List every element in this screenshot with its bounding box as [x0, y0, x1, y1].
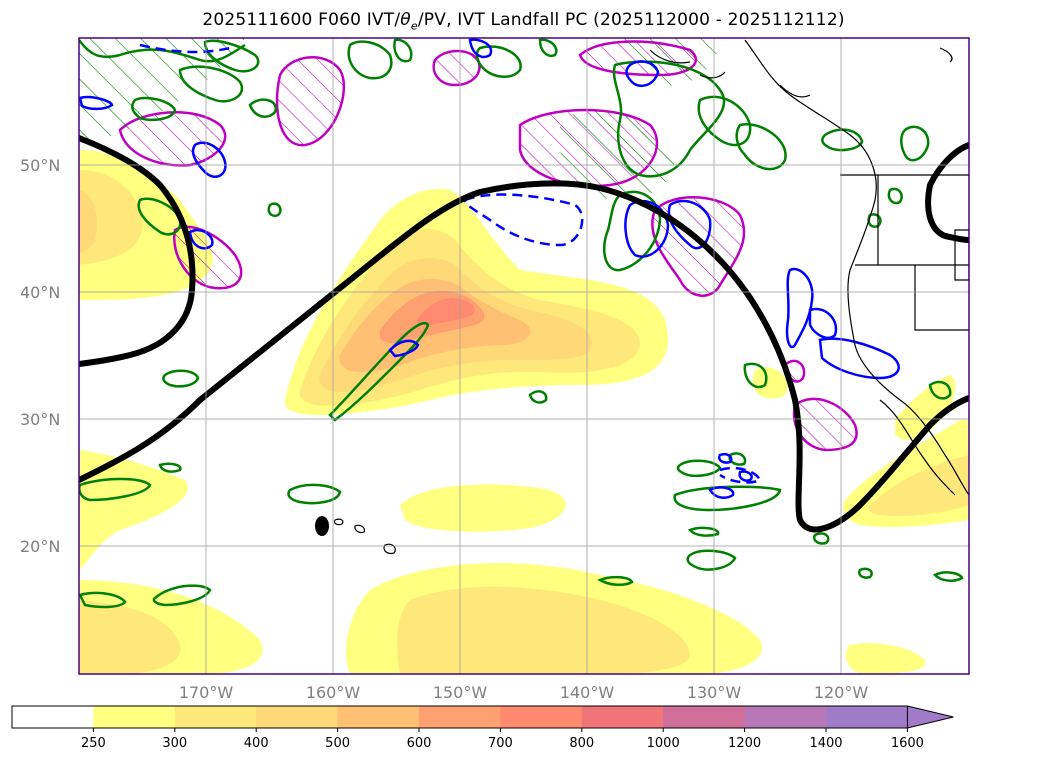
graticule [79, 38, 969, 674]
pv-hatch-northwest [79, 38, 245, 145]
colorbar-tick-label: 1200 [728, 736, 761, 751]
lon-label-120w: 120°W [814, 683, 869, 702]
colorbar-tick-label: 300 [162, 736, 187, 751]
lon-label-150w: 150°W [433, 683, 488, 702]
colorbar-segment [744, 706, 827, 728]
pv-blue-contours [79, 38, 900, 499]
lon-label-140w: 140°W [560, 683, 615, 702]
map-frame [78, 37, 970, 675]
colorbar-segment [500, 706, 583, 728]
hawaii-big-island [315, 516, 329, 536]
ivt-250-coast [895, 375, 956, 440]
map-title: 2025111600 F060 IVT/θe/PV, IVT Landfall … [202, 10, 845, 33]
lat-labels: 50°N 40°N 30°N 20°N [20, 156, 60, 556]
colorbar-segment [12, 706, 94, 728]
colorbar-segment [256, 706, 339, 728]
pv-blue-dashed [139, 43, 762, 484]
colorbar-segment [174, 706, 257, 728]
colorbar-tick-label: 800 [569, 736, 594, 751]
ivt-250-small-a [752, 367, 788, 399]
colorbar-segment [663, 706, 746, 728]
lat-label-40: 40°N [20, 283, 60, 302]
ivt-400-west [79, 190, 97, 252]
ivt-300-baja [868, 455, 969, 517]
ivt-250-se [845, 643, 926, 674]
colorbar-extend-arrow [906, 705, 954, 729]
lat-label-30: 30°N [20, 410, 60, 429]
lon-labels: 170°W 160°W 150°W 140°W 130°W 120°W [179, 683, 869, 702]
lat-label-50: 50°N [20, 156, 60, 175]
colorbar-segment [93, 706, 176, 728]
lon-label-170w: 170°W [179, 683, 234, 702]
colorbar-tick-label: 400 [244, 736, 269, 751]
ivt-black-contour [79, 135, 969, 533]
colorbar-tick-label: 1400 [809, 736, 842, 751]
colorbar: 250 300 400 500 600 700 800 1000 1200 1400 1600 [11, 705, 954, 751]
colorbar-segment [581, 706, 664, 728]
ivt-300-south [397, 586, 690, 674]
map-panel [79, 38, 969, 674]
colorbar-tick-label: 1000 [647, 736, 680, 751]
colorbar-outline [11, 705, 908, 729]
ivt-250-hawaii [400, 484, 566, 532]
colorbar-tick-label: 600 [407, 736, 432, 751]
lon-label-130w: 130°W [687, 683, 742, 702]
colorbar-segment [826, 706, 908, 728]
colorbar-tick-label: 700 [488, 736, 513, 751]
ivt-300-west [79, 170, 143, 265]
colorbar-segment [337, 706, 420, 728]
lon-label-160w: 160°W [306, 683, 361, 702]
pv-green-contours [79, 38, 964, 609]
colorbar-tick-label: 500 [325, 736, 350, 751]
colorbar-segment [419, 706, 501, 728]
colorbar-tick-label: 1600 [891, 736, 924, 751]
colorbar-tick-label: 250 [81, 736, 106, 751]
lat-label-20: 20°N [20, 537, 60, 556]
ivt-300-bottom [79, 600, 181, 674]
